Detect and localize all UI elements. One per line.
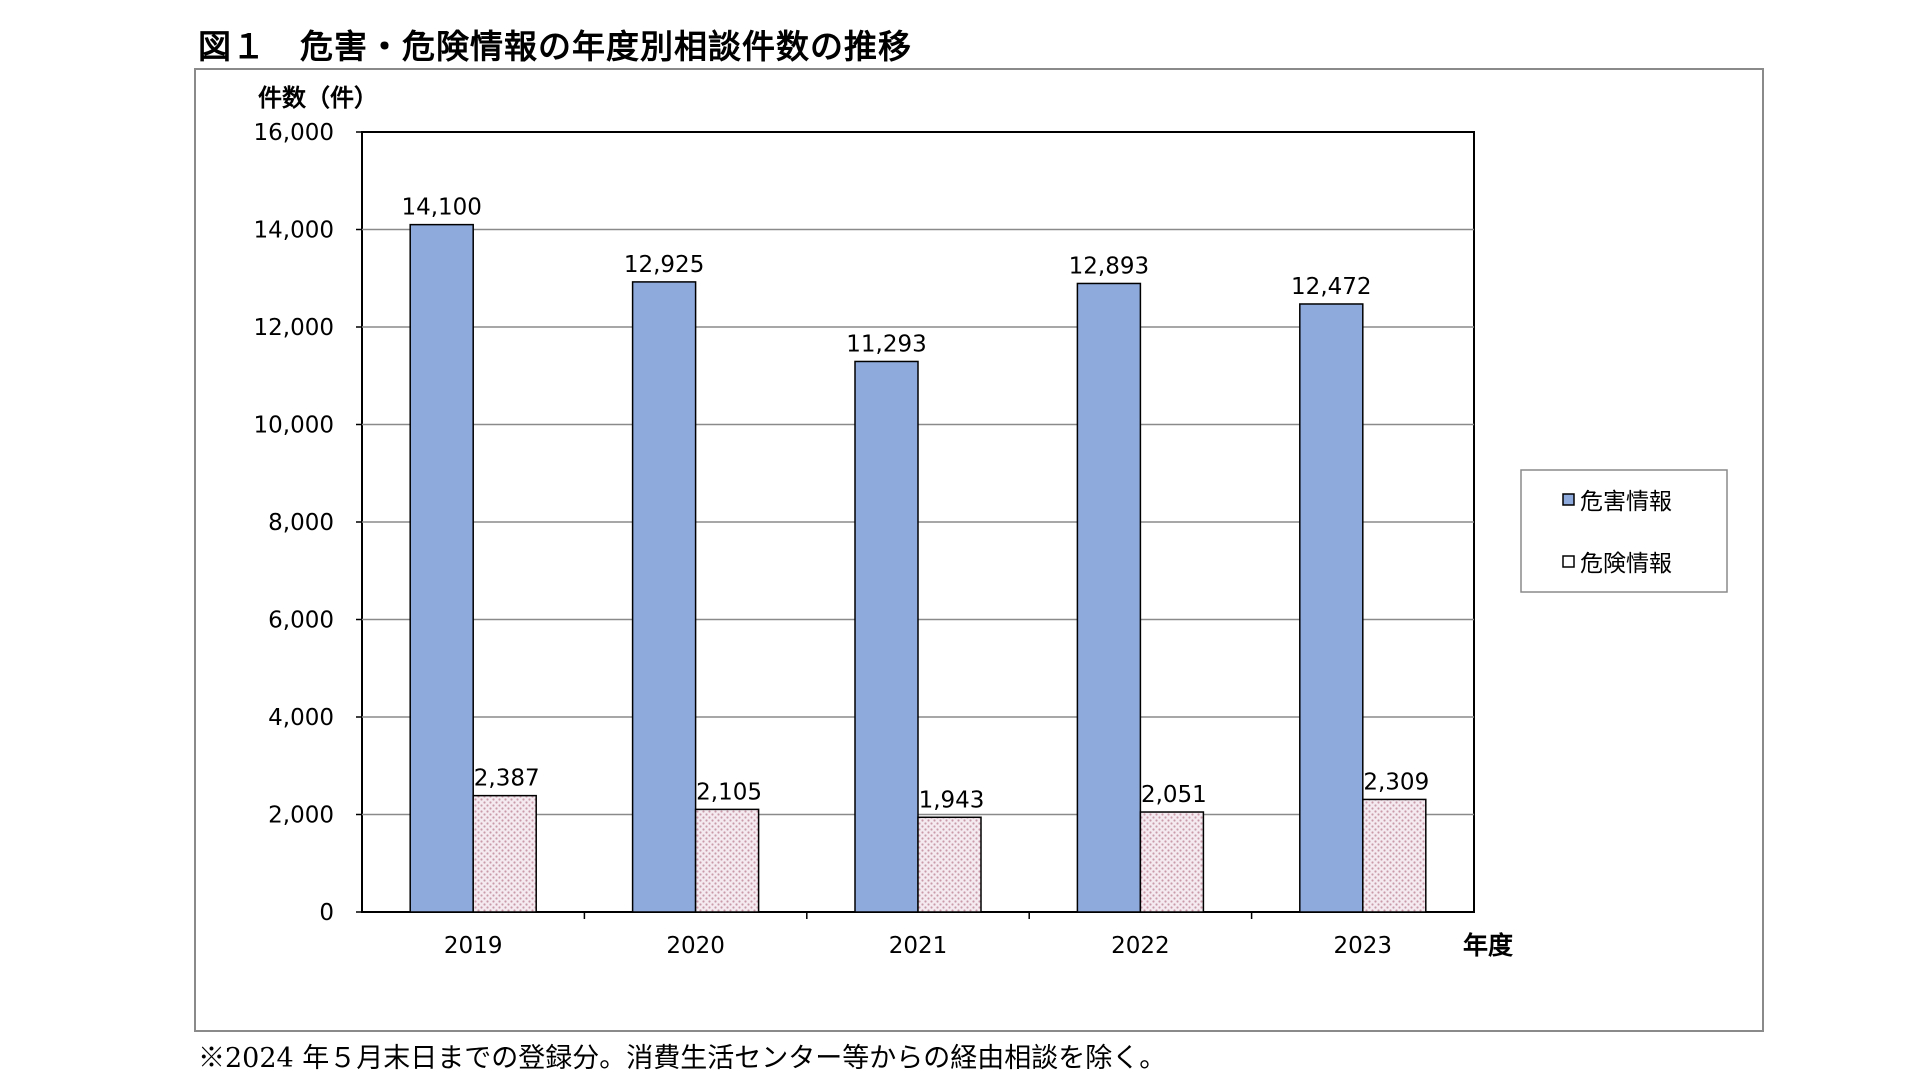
y-tick-label: 16,000 (254, 120, 334, 146)
data-label: 1,943 (919, 787, 985, 813)
legend-swatch (1562, 555, 1575, 568)
bar-danger (1139, 811, 1205, 913)
legend-label: 危害情報 (1580, 489, 1672, 515)
y-tick-label: 0 (319, 900, 334, 926)
bar-danger (917, 816, 982, 913)
data-label: 14,100 (401, 195, 481, 221)
data-label: 2,105 (696, 779, 762, 805)
data-label: 12,925 (624, 252, 704, 278)
y-tick-label: 14,000 (254, 218, 334, 244)
footnote: ※2024 年５月末日までの登録分。消費生活センター等からの経由相談を除く。 (198, 1043, 1167, 1074)
y-tick-label: 2,000 (268, 803, 334, 829)
bar-harm (1299, 303, 1364, 913)
x-tick-label: 2020 (666, 933, 725, 959)
chart-frame (194, 68, 1764, 1032)
x-tick-label: 2021 (889, 933, 948, 959)
bar-harm (1076, 282, 1142, 913)
y-tick-label: 12,000 (254, 315, 334, 341)
y-tick-label: 4,000 (268, 705, 334, 731)
legend-box (1520, 469, 1728, 593)
figure-title: 図１ 危害・危険情報の年度別相談件数の推移 (198, 27, 912, 66)
y-tick-label: 8,000 (268, 510, 334, 536)
data-label: 2,387 (474, 766, 540, 792)
y-tick-label: 6,000 (268, 608, 334, 634)
bar-harm (631, 281, 697, 913)
data-label: 12,893 (1069, 253, 1149, 279)
bar-harm (854, 360, 919, 913)
data-label: 11,293 (846, 331, 926, 357)
legend-label: 危険情報 (1580, 551, 1672, 577)
data-label: 2,051 (1141, 782, 1207, 808)
x-tick-label: 2019 (444, 933, 503, 959)
x-axis-title: 年度 (1463, 931, 1513, 960)
data-label: 2,309 (1363, 769, 1429, 795)
bar-danger (694, 808, 760, 913)
x-tick-label: 2022 (1111, 933, 1170, 959)
bar-danger (472, 794, 537, 913)
data-label: 12,472 (1291, 274, 1371, 300)
x-tick-label: 2023 (1334, 933, 1393, 959)
y-tick-label: 10,000 (254, 413, 334, 439)
bar-harm (409, 223, 474, 913)
bar-danger (1362, 798, 1427, 913)
legend-swatch (1562, 493, 1575, 506)
y-axis-title: 件数（件） (258, 84, 378, 112)
